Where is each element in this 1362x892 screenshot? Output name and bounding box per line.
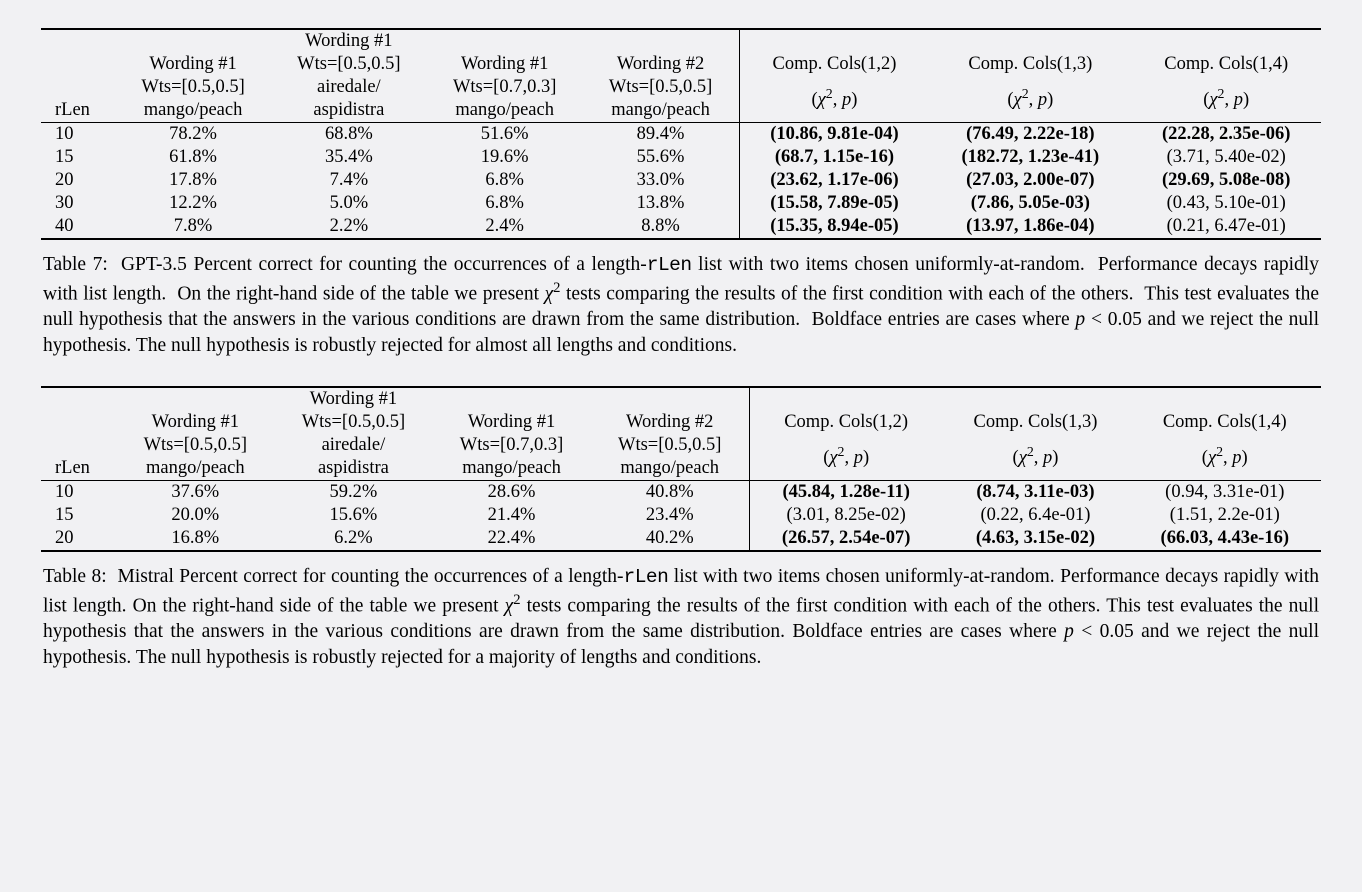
cell-comp12: (26.57, 2.54e-07): [749, 527, 942, 551]
table-8-body: 1037.6%59.2%28.6%40.8%(45.84, 1.28e-11)(…: [41, 481, 1321, 552]
cell-rlen: 20: [41, 527, 116, 551]
table-8: Wording #1Wording #1Wts=[0.5,0.5]Wording…: [41, 386, 1321, 552]
table-row: 1037.6%59.2%28.6%40.8%(45.84, 1.28e-11)(…: [41, 481, 1321, 505]
cell-rlen: 15: [41, 504, 116, 527]
table-row: 3012.2%5.0%6.8%13.8%(15.58, 7.89e-05)(7.…: [41, 192, 1321, 215]
comp13-hdr: Comp. Cols(1,3): [929, 53, 1131, 76]
cell-rlen: 40: [41, 215, 115, 239]
page: Wording #1Wording #1Wts=[0.5,0.5]Wording…: [41, 28, 1321, 671]
cell-comp14: (29.69, 5.08e-08): [1131, 169, 1321, 192]
cell-comp13: (27.03, 2.00e-07): [929, 169, 1131, 192]
table-8-caption: Table 8: Mistral Percent correct for cou…: [43, 564, 1319, 670]
cell-rlen: 10: [41, 123, 115, 147]
table-7-head: Wording #1Wording #1Wts=[0.5,0.5]Wording…: [41, 29, 1321, 123]
comp13-hdr: Comp. Cols(1,3): [942, 411, 1128, 434]
comp14-hdr: Comp. Cols(1,4): [1129, 411, 1321, 434]
cell-comp12: (15.58, 7.89e-05): [739, 192, 929, 215]
cell-c4: 23.4%: [591, 504, 750, 527]
cell-comp13: (8.74, 3.11e-03): [942, 481, 1128, 505]
cell-comp13: (76.49, 2.22e-18): [929, 123, 1131, 147]
cell-c2: 59.2%: [274, 481, 432, 505]
cell-c3: 19.6%: [427, 146, 583, 169]
cell-c3: 51.6%: [427, 123, 583, 147]
cell-c2: 7.4%: [271, 169, 427, 192]
cell-c3: 2.4%: [427, 215, 583, 239]
cell-c2: 35.4%: [271, 146, 427, 169]
cell-c1: 20.0%: [116, 504, 274, 527]
cell-comp14: (22.28, 2.35e-06): [1131, 123, 1321, 147]
cell-comp13: (7.86, 5.05e-03): [929, 192, 1131, 215]
cell-c2: 2.2%: [271, 215, 427, 239]
cell-c2: 6.2%: [274, 527, 432, 551]
table-row: 1561.8%35.4%19.6%55.6%(68.7, 1.15e-16)(1…: [41, 146, 1321, 169]
cell-c4: 33.0%: [583, 169, 739, 192]
cell-comp14: (0.21, 6.47e-01): [1131, 215, 1321, 239]
table-8-head: Wording #1Wording #1Wts=[0.5,0.5]Wording…: [41, 387, 1321, 481]
cell-c1: 7.8%: [115, 215, 271, 239]
table-row: 2017.8%7.4%6.8%33.0%(23.62, 1.17e-06)(27…: [41, 169, 1321, 192]
cell-comp14: (3.71, 5.40e-02): [1131, 146, 1321, 169]
cell-rlen: 20: [41, 169, 115, 192]
cell-c4: 40.2%: [591, 527, 750, 551]
table-row: 1520.0%15.6%21.4%23.4%(3.01, 8.25e-02)(0…: [41, 504, 1321, 527]
cell-comp14: (0.94, 3.31e-01): [1129, 481, 1321, 505]
comp12-hdr: Comp. Cols(1,2): [749, 411, 942, 434]
cell-comp12: (23.62, 1.17e-06): [739, 169, 929, 192]
cell-c1: 12.2%: [115, 192, 271, 215]
cell-c4: 13.8%: [583, 192, 739, 215]
cell-comp13: (0.22, 6.4e-01): [942, 504, 1128, 527]
cell-c3: 22.4%: [432, 527, 590, 551]
cell-c1: 17.8%: [115, 169, 271, 192]
table-row: 407.8%2.2%2.4%8.8%(15.35, 8.94e-05)(13.9…: [41, 215, 1321, 239]
cell-c3: 6.8%: [427, 192, 583, 215]
cell-comp12: (68.7, 1.15e-16): [739, 146, 929, 169]
cell-rlen: 15: [41, 146, 115, 169]
cell-comp13: (13.97, 1.86e-04): [929, 215, 1131, 239]
cell-c2: 15.6%: [274, 504, 432, 527]
cell-comp12: (3.01, 8.25e-02): [749, 504, 942, 527]
cell-comp14: (66.03, 4.43e-16): [1129, 527, 1321, 551]
comp12-hdr: Comp. Cols(1,2): [739, 53, 929, 76]
cell-c4: 55.6%: [583, 146, 739, 169]
cell-c1: 78.2%: [115, 123, 271, 147]
cell-c1: 61.8%: [115, 146, 271, 169]
cell-c3: 28.6%: [432, 481, 590, 505]
cell-c2: 68.8%: [271, 123, 427, 147]
col2-hdr-line1: Wording #1: [274, 387, 432, 411]
cell-c3: 6.8%: [427, 169, 583, 192]
cell-c4: 40.8%: [591, 481, 750, 505]
rlen-hdr: rLen: [41, 457, 116, 481]
comp14-hdr: Comp. Cols(1,4): [1131, 53, 1321, 76]
cell-c1: 16.8%: [116, 527, 274, 551]
cell-comp12: (45.84, 1.28e-11): [749, 481, 942, 505]
table-7: Wording #1Wording #1Wts=[0.5,0.5]Wording…: [41, 28, 1321, 240]
rlen-hdr: rLen: [41, 99, 115, 123]
cell-comp14: (1.51, 2.2e-01): [1129, 504, 1321, 527]
cell-comp12: (15.35, 8.94e-05): [739, 215, 929, 239]
cell-comp13: (182.72, 1.23e-41): [929, 146, 1131, 169]
cell-c4: 8.8%: [583, 215, 739, 239]
cell-comp12: (10.86, 9.81e-04): [739, 123, 929, 147]
cell-c1: 37.6%: [116, 481, 274, 505]
col2-hdr-line1: Wording #1: [271, 29, 427, 53]
table-7-caption: Table 7: GPT-3.5 Percent correct for cou…: [43, 252, 1319, 358]
cell-rlen: 10: [41, 481, 116, 505]
cell-c3: 21.4%: [432, 504, 590, 527]
table-7-body: 1078.2%68.8%51.6%89.4%(10.86, 9.81e-04)(…: [41, 123, 1321, 240]
cell-c4: 89.4%: [583, 123, 739, 147]
cell-rlen: 30: [41, 192, 115, 215]
table-row: 2016.8%6.2%22.4%40.2%(26.57, 2.54e-07)(4…: [41, 527, 1321, 551]
cell-comp14: (0.43, 5.10e-01): [1131, 192, 1321, 215]
cell-comp13: (4.63, 3.15e-02): [942, 527, 1128, 551]
cell-c2: 5.0%: [271, 192, 427, 215]
table-row: 1078.2%68.8%51.6%89.4%(10.86, 9.81e-04)(…: [41, 123, 1321, 147]
